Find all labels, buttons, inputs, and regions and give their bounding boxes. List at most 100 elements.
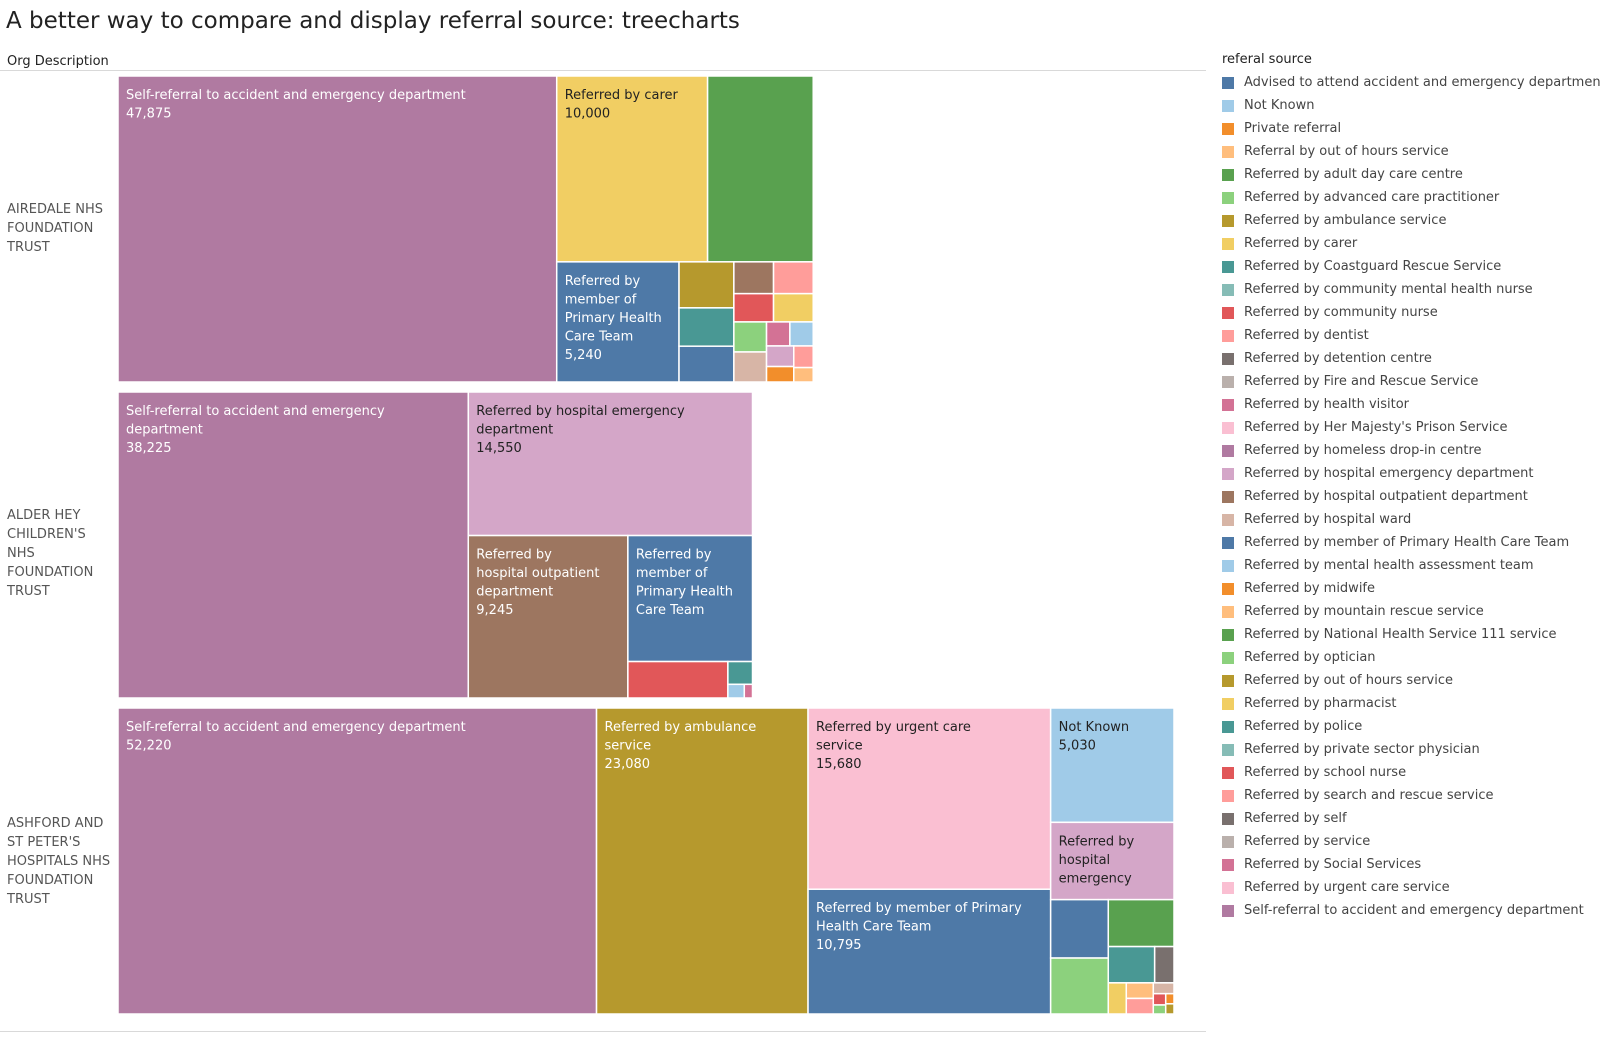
treemap-cell[interactable] — [627, 534, 754, 663]
legend-label: Referral by out of hours service — [1244, 144, 1449, 159]
treemap-cell[interactable] — [678, 307, 735, 347]
legend-swatch — [1222, 99, 1234, 112]
cell-value: 10,795 — [816, 938, 862, 953]
legend-item[interactable]: Referral by out of hours service — [1222, 140, 1600, 163]
treemap-cell[interactable] — [627, 660, 729, 699]
treemap-cell[interactable] — [1125, 982, 1155, 1000]
legend-swatch — [1222, 467, 1234, 480]
legend-item[interactable]: Referred by community nurse — [1222, 301, 1600, 324]
legend-swatch — [1222, 559, 1234, 572]
legend-title: referal source — [1222, 52, 1312, 67]
legend-item[interactable]: Referred by Her Majesty's Prison Service — [1222, 416, 1600, 439]
legend-item[interactable]: Referred by police — [1222, 715, 1600, 738]
treemap-cell[interactable] — [467, 534, 629, 699]
legend-item[interactable]: Referred by search and rescue service — [1222, 784, 1600, 807]
legend-swatch — [1222, 490, 1234, 503]
legend-item[interactable]: Referred by hospital outpatient departme… — [1222, 485, 1600, 508]
treemap-cell[interactable] — [1153, 945, 1175, 984]
legend-item[interactable]: Referred by optician — [1222, 646, 1600, 669]
treemap-cell[interactable] — [789, 321, 814, 347]
legend-item[interactable]: Not Known — [1222, 94, 1600, 117]
treemap-cell[interactable] — [793, 366, 814, 383]
legend-item[interactable]: Referred by advanced care practitioner — [1222, 186, 1600, 209]
treemap-cell[interactable] — [772, 292, 814, 323]
treemap-cell[interactable] — [117, 391, 470, 699]
legend-item[interactable]: Referred by pharmacist — [1222, 692, 1600, 715]
treemap-cell[interactable] — [1049, 898, 1110, 959]
legend-item[interactable]: Referred by mountain rescue service — [1222, 600, 1600, 623]
legend-item[interactable]: Self-referral to accident and emergency … — [1222, 899, 1600, 922]
treemap-cell[interactable] — [772, 261, 814, 295]
legend-item[interactable]: Referred by member of Primary Health Car… — [1222, 531, 1600, 554]
legend-item[interactable]: Referred by community mental health nurs… — [1222, 278, 1600, 301]
treemap-cell[interactable] — [1152, 1004, 1167, 1015]
legend-label: Referred by Coastguard Rescue Service — [1244, 259, 1502, 274]
treemap-cell[interactable] — [1107, 982, 1128, 1015]
treemap-cell[interactable] — [595, 707, 809, 1015]
legend-item[interactable]: Referred by out of hours service — [1222, 669, 1600, 692]
legend-item[interactable]: Referred by National Health Service 111 … — [1222, 623, 1600, 646]
treemap-cell[interactable] — [807, 707, 1052, 890]
treemap-cell[interactable] — [1164, 992, 1175, 1005]
legend-item[interactable]: Referred by hospital emergency departmen… — [1222, 462, 1600, 485]
treemap-cell[interactable] — [1049, 707, 1175, 824]
treemap-cell[interactable] — [555, 75, 709, 263]
legend-item[interactable]: Referred by hospital ward — [1222, 508, 1600, 531]
treemap-cell[interactable] — [1107, 898, 1175, 948]
legend-item[interactable]: Referred by self — [1222, 807, 1600, 830]
treemap-cell[interactable] — [733, 321, 768, 353]
treemap-cell[interactable] — [678, 345, 735, 383]
legend-label: Referred by community mental health nurs… — [1244, 282, 1533, 297]
cell-value: 23,080 — [605, 757, 651, 772]
legend-item[interactable]: Referred by adult day care centre — [1222, 163, 1600, 186]
treemap-cell[interactable] — [793, 345, 814, 369]
treemap-cell[interactable] — [727, 660, 754, 686]
legend-item[interactable]: Referred by school nurse — [1222, 761, 1600, 784]
treemap-cell[interactable] — [1152, 992, 1167, 1006]
treemap-cell[interactable] — [727, 683, 746, 699]
treemap-cell[interactable] — [706, 75, 814, 263]
treemap-cell[interactable] — [733, 351, 768, 383]
legend-item[interactable]: Referred by urgent care service — [1222, 876, 1600, 899]
legend-item[interactable]: Referred by midwife — [1222, 577, 1600, 600]
legend-label: Not Known — [1244, 98, 1315, 113]
legend: referal source Advised to attend acciden… — [1222, 52, 1600, 922]
treemap-cell[interactable] — [733, 292, 775, 323]
treemap-cell[interactable] — [1049, 957, 1110, 1015]
treemap-cell[interactable] — [1164, 1003, 1175, 1015]
legend-item[interactable]: Referred by Social Services — [1222, 853, 1600, 876]
cell-value: 5,030 — [1059, 739, 1096, 754]
treemap-cell[interactable] — [765, 321, 791, 347]
legend-label: Referred by National Health Service 111 … — [1244, 627, 1557, 642]
legend-item[interactable]: Referred by Fire and Rescue Service — [1222, 370, 1600, 393]
org-label-ashford: ASHFORD AND ST PETER'S HOSPITALS NHS FOU… — [7, 816, 111, 907]
legend-item[interactable]: Referred by private sector physician — [1222, 738, 1600, 761]
treemap-cell[interactable] — [1049, 821, 1175, 901]
treemap-cell[interactable] — [765, 345, 795, 368]
treemap-cell[interactable] — [117, 75, 558, 383]
legend-item[interactable]: Referred by health visitor — [1222, 393, 1600, 416]
legend-item[interactable]: Referred by carer — [1222, 232, 1600, 255]
treemap-cell[interactable] — [117, 707, 598, 1015]
treemap-cell[interactable] — [1107, 945, 1156, 984]
treemap-cell[interactable] — [678, 261, 735, 309]
legend-item[interactable]: Advised to attend accident and emergency… — [1222, 71, 1600, 94]
treemap-cell[interactable] — [743, 683, 754, 699]
treemap-cell[interactable] — [807, 888, 1052, 1015]
treemap-cell[interactable] — [733, 261, 775, 295]
legend-swatch — [1222, 421, 1234, 434]
legend-item[interactable]: Referred by detention centre — [1222, 347, 1600, 370]
treemap-cell[interactable] — [765, 365, 795, 383]
treemap-cell[interactable] — [1125, 997, 1155, 1015]
legend-item[interactable]: Referred by homeless drop-in centre — [1222, 439, 1600, 462]
legend-item[interactable]: Referred by mental health assessment tea… — [1222, 554, 1600, 577]
treemap-cell[interactable] — [1152, 982, 1175, 995]
legend-item[interactable]: Private referral — [1222, 117, 1600, 140]
treemap-cell[interactable] — [467, 391, 754, 537]
legend-item[interactable]: Referred by Coastguard Rescue Service — [1222, 255, 1600, 278]
legend-item[interactable]: Referred by dentist — [1222, 324, 1600, 347]
legend-item[interactable]: Referred by service — [1222, 830, 1600, 853]
legend-label: Advised to attend accident and emergency… — [1244, 75, 1600, 90]
legend-item[interactable]: Referred by ambulance service — [1222, 209, 1600, 232]
legend-label: Referred by Fire and Rescue Service — [1244, 374, 1479, 389]
